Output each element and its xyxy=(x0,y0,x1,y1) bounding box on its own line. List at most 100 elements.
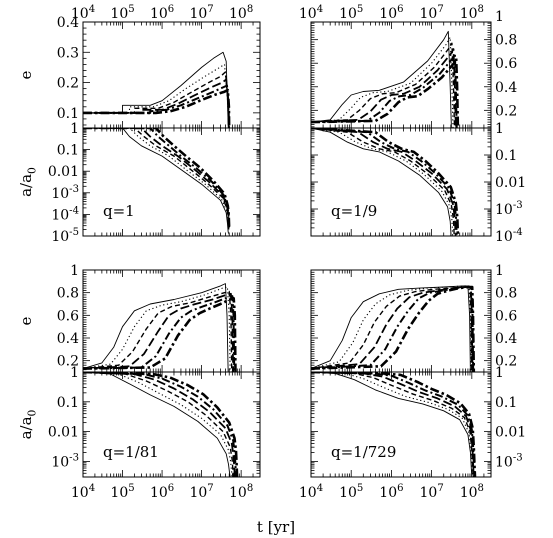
y-tick-label: 0.6 xyxy=(495,308,517,324)
y-axis-label-e: e xyxy=(17,316,35,325)
q-label: q=1/729 xyxy=(331,443,396,461)
x-tick-label: 107 xyxy=(419,4,443,22)
series-line xyxy=(311,372,475,477)
plot-frame xyxy=(310,127,492,237)
semimajor-axis-plot: 1 0.1 0.01 10-3 xyxy=(310,365,526,478)
x-tick-label: 107 xyxy=(189,483,213,501)
y-tick-label: 10-3 xyxy=(495,453,523,471)
series-line xyxy=(311,372,474,477)
x-tick-label: 105 xyxy=(339,4,363,22)
x-tick-label: 106 xyxy=(379,483,403,501)
series-line xyxy=(83,71,230,128)
x-tick-label: 106 xyxy=(150,4,174,22)
y-tick-label: 1 xyxy=(70,263,79,279)
series-line xyxy=(83,88,231,128)
series-line xyxy=(83,283,229,372)
y-tick-label: 0.2 xyxy=(57,76,79,92)
y-tick-label: 0.1 xyxy=(57,143,79,159)
series-line xyxy=(311,30,452,128)
y-tick-label: 0.4 xyxy=(495,80,517,96)
series-line xyxy=(83,372,231,477)
series-line xyxy=(83,372,237,477)
series-line xyxy=(83,372,233,477)
y-tick-label: 0.01 xyxy=(495,175,526,191)
series-line xyxy=(311,372,473,477)
plot-frame xyxy=(82,127,261,237)
y-tick-label: 1 xyxy=(70,365,79,381)
x-tick-label: 106 xyxy=(150,483,174,501)
q-label: q=1/81 xyxy=(103,443,159,461)
plot-frame xyxy=(310,21,492,129)
x-tick-label: 107 xyxy=(419,483,443,501)
y-tick-label: 0.01 xyxy=(495,425,526,441)
series-line xyxy=(311,286,473,372)
eccentricity-plot: 0.2 0.4 0.6 0.8 1 xyxy=(310,263,517,373)
q-label: q=1 xyxy=(103,202,135,220)
x-tick-label: 104 xyxy=(299,4,323,22)
series-line xyxy=(83,63,230,128)
x-tick-label: 104 xyxy=(71,4,95,22)
series-line xyxy=(83,128,231,230)
series-line xyxy=(311,372,476,477)
semimajor-axis-plot: 1 0.1 0.01 10-3 a/a0 xyxy=(17,365,261,478)
y-tick-label: 10-3 xyxy=(495,200,523,218)
series-line xyxy=(311,372,477,477)
x-tick-label: 104 xyxy=(71,483,95,501)
x-tick-label: 108 xyxy=(460,4,484,22)
y-tick-label: 10-4 xyxy=(51,206,79,224)
series-line xyxy=(83,372,239,477)
series-line xyxy=(311,285,476,372)
y-tick-label: 0.2 xyxy=(495,103,517,119)
x-tick-label: 105 xyxy=(110,483,134,501)
series-line xyxy=(83,296,237,372)
semimajor-axis-plot: 1 0.1 0.01 10-3 10-4 10-5 a/a0 xyxy=(17,121,261,245)
x-tick-label: 105 xyxy=(339,483,363,501)
series-line xyxy=(311,128,458,236)
y-tick-label: 0.01 xyxy=(48,425,79,441)
series-line xyxy=(83,78,230,128)
panel-4: 0.2 0.4 0.6 0.8 1 1 0.1 0.01 10-3 q=1/729 104 105 10… xyxy=(299,263,526,501)
panel-2: 0.2 0.4 0.6 0.8 1 1 0.1 0.01 10-3 10-4 q=1/9 104 105… xyxy=(299,4,526,245)
panel-1: 0.10.20.30.4e10.10.0110-310-410-5a/a0q=1… xyxy=(17,4,261,245)
y-tick-label: 1 xyxy=(70,121,79,137)
series-line xyxy=(311,128,452,236)
series-line xyxy=(311,286,475,372)
series-line xyxy=(311,285,471,372)
series-line xyxy=(83,128,230,235)
y-tick-label: 0.1 xyxy=(495,395,517,411)
eccentricity-plot: 0.2 0.4 0.6 0.8 1 e xyxy=(17,263,261,373)
series-line xyxy=(83,372,235,477)
y-axis-label-e: e xyxy=(17,70,35,79)
y-tick-label: 1 xyxy=(495,121,504,137)
series-line xyxy=(83,286,231,372)
y-tick-label: 0.01 xyxy=(48,164,79,180)
series-line xyxy=(311,128,460,236)
series-line xyxy=(311,52,458,128)
plot-frame xyxy=(82,371,261,478)
y-axis-label-a: a/a0 xyxy=(17,409,39,439)
series-line xyxy=(311,48,457,128)
y-tick-label: 10-3 xyxy=(51,453,79,471)
y-tick-label: 0.3 xyxy=(57,45,79,61)
panel-3: 0.2 0.4 0.6 0.8 1 e 1 0.1 0.01 10-3 a/a0 q=1/81 104 1… xyxy=(17,263,261,501)
y-axis-label-a: a/a0 xyxy=(17,167,39,197)
series-line xyxy=(311,285,472,372)
y-tick-label: 10-3 xyxy=(51,184,79,202)
y-tick-label: 0.1 xyxy=(57,395,79,411)
eccentricity-plot: 0.2 0.4 0.6 0.8 1 xyxy=(310,9,517,129)
x-axis-label: t [yr] xyxy=(257,518,295,536)
y-tick-label: 0.1 xyxy=(57,106,79,122)
series-line xyxy=(311,57,460,128)
y-tick-label: 0.1 xyxy=(495,148,517,164)
y-tick-label: 0.8 xyxy=(495,286,517,302)
series-line xyxy=(83,51,229,128)
y-tick-label: 0.4 xyxy=(57,331,79,347)
y-tick-label: 10-5 xyxy=(51,227,79,245)
y-tick-label: 1 xyxy=(495,263,504,279)
semimajor-axis-plot: 1 0.1 0.01 10-3 10-4 xyxy=(310,121,526,245)
series-line xyxy=(83,372,236,477)
y-tick-label: 0.6 xyxy=(57,308,79,324)
y-tick-label: 1 xyxy=(495,365,504,381)
series-line xyxy=(83,128,231,230)
